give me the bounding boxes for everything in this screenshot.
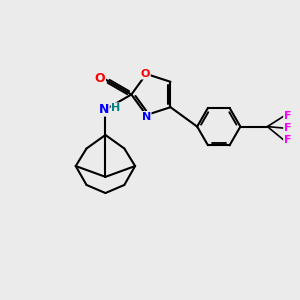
Text: N: N [142, 112, 151, 122]
Text: F: F [284, 123, 291, 133]
Text: N: N [99, 103, 109, 116]
Text: H: H [111, 103, 121, 113]
Text: F: F [284, 111, 291, 121]
Text: O: O [141, 69, 150, 79]
Text: O: O [95, 71, 105, 85]
Text: F: F [284, 135, 291, 145]
